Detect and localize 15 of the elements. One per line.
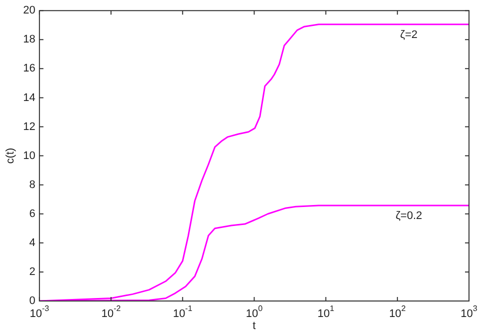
y-tick-label: 8	[29, 178, 36, 191]
series-label: ζ=0.2	[396, 210, 422, 222]
y-tick-label: 12	[23, 120, 36, 133]
y-tick-label: 14	[23, 92, 36, 104]
x-axis-title: t	[252, 320, 256, 332]
y-tick-label: 10	[23, 150, 36, 162]
y-tick-label: 18	[23, 34, 36, 46]
series-label: ζ=2	[400, 28, 418, 41]
y-tick-label: 0	[29, 295, 36, 308]
y-tick-label: 16	[23, 62, 36, 75]
y-tick-label: 20	[23, 4, 36, 17]
y-axis-title: c(t)	[4, 148, 17, 164]
y-tick-label: 4	[29, 236, 36, 249]
y-tick-label: 6	[29, 208, 36, 220]
y-tick-label: 2	[29, 266, 36, 278]
